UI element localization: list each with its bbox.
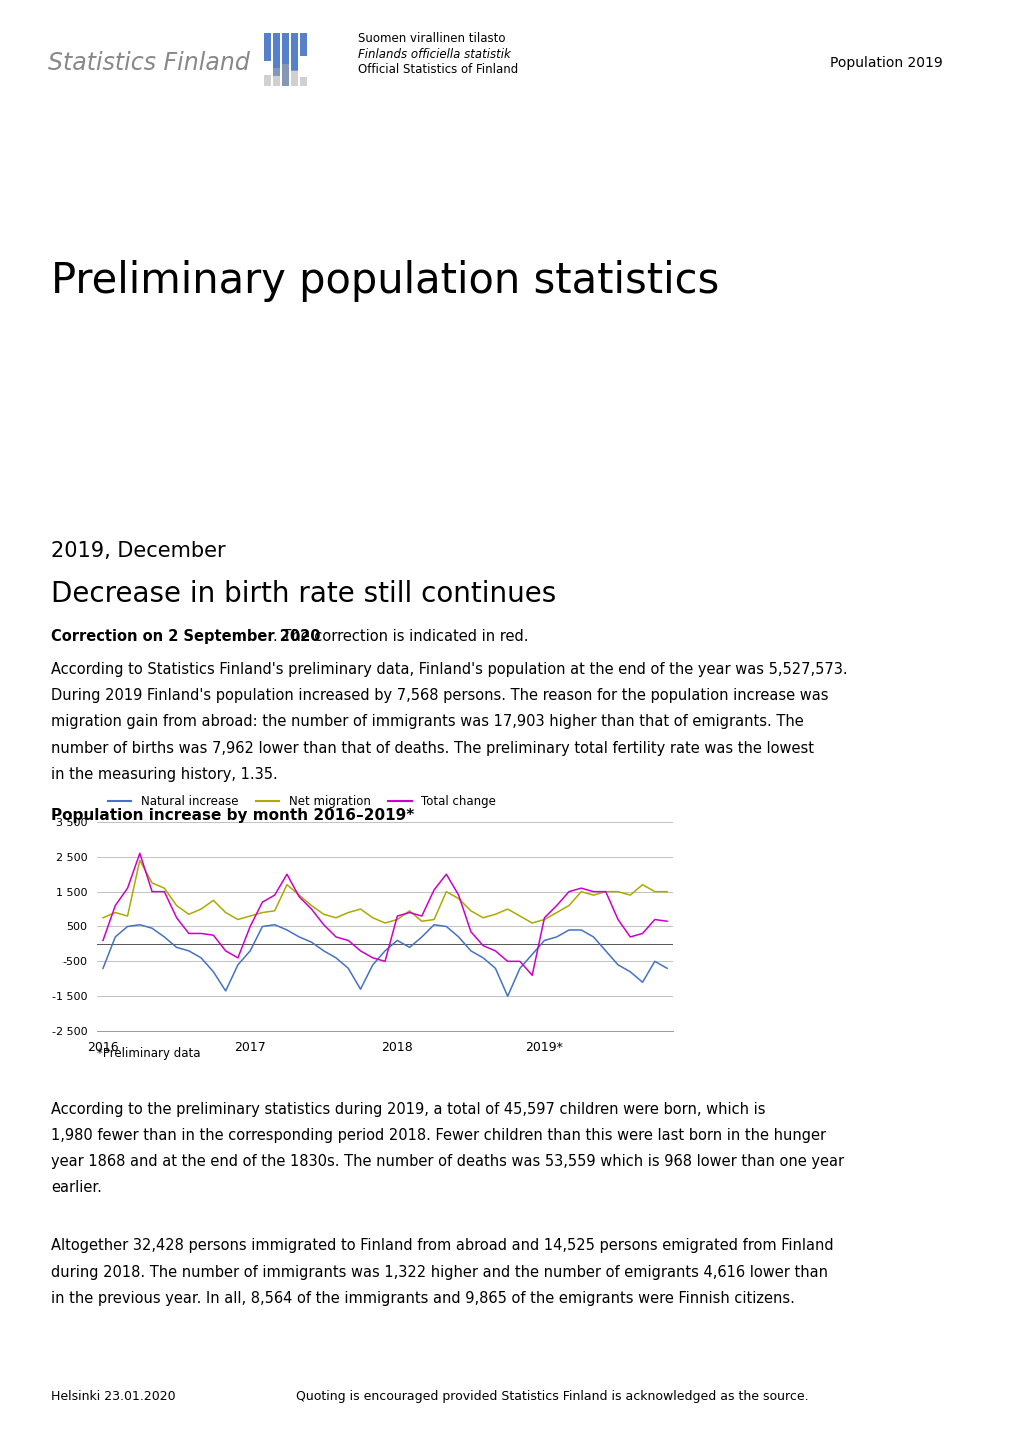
Bar: [282, 33, 289, 87]
Text: Altogether 32,428 persons immigrated to Finland from abroad and 14,525 persons e: Altogether 32,428 persons immigrated to …: [51, 1239, 833, 1253]
Text: *Preliminary data: *Preliminary data: [97, 1047, 200, 1060]
Text: earlier.: earlier.: [51, 1181, 102, 1195]
Bar: [282, 65, 289, 87]
Text: Suomen virallinen tilasto: Suomen virallinen tilasto: [358, 32, 505, 45]
Bar: [273, 68, 280, 87]
Text: During 2019 Finland's population increased by 7,568 persons. The reason for the : During 2019 Finland's population increas…: [51, 688, 827, 704]
Text: 2019, December: 2019, December: [51, 541, 225, 561]
Bar: [301, 76, 307, 87]
Text: in the measuring history, 1.35.: in the measuring history, 1.35.: [51, 767, 277, 782]
Text: Statistics Finland: Statistics Finland: [48, 52, 250, 75]
Text: number of births was 7,962 lower than that of deaths. The preliminary total fert: number of births was 7,962 lower than th…: [51, 741, 813, 756]
Text: Official Statistics of Finland: Official Statistics of Finland: [358, 63, 518, 76]
Text: Finlands officiella statistik: Finlands officiella statistik: [358, 48, 511, 61]
Text: migration gain from abroad: the number of immigrants was 17,903 higher than that: migration gain from abroad: the number o…: [51, 714, 803, 730]
Text: Helsinki 23.01.2020: Helsinki 23.01.2020: [51, 1390, 175, 1403]
Text: Population increase by month 2016–2019*: Population increase by month 2016–2019*: [51, 808, 414, 822]
Text: Decrease in birth rate still continues: Decrease in birth rate still continues: [51, 580, 555, 607]
Text: 1,980 fewer than in the corresponding period 2018. Fewer children than this were: 1,980 fewer than in the corresponding pe…: [51, 1128, 825, 1144]
Text: Population 2019: Population 2019: [829, 56, 942, 71]
Text: According to Statistics Finland's preliminary data, Finland's population at the : According to Statistics Finland's prelim…: [51, 662, 847, 676]
Text: According to the preliminary statistics during 2019, a total of 45,597 children : According to the preliminary statistics …: [51, 1102, 764, 1116]
Bar: [264, 75, 271, 87]
Text: in the previous year. In all, 8,564 of the immigrants and 9,865 of the emigrants: in the previous year. In all, 8,564 of t…: [51, 1291, 794, 1306]
Text: year 1868 and at the end of the 1830s. The number of deaths was 53,559 which is : year 1868 and at the end of the 1830s. T…: [51, 1154, 844, 1169]
Text: during 2018. The number of immigrants was 1,322 higher and the number of emigran: during 2018. The number of immigrants wa…: [51, 1265, 827, 1279]
Bar: [301, 33, 307, 56]
Bar: [291, 71, 299, 87]
Text: . The correction is indicated in red.: . The correction is indicated in red.: [273, 629, 528, 643]
Bar: [273, 33, 280, 75]
Text: Preliminary population statistics: Preliminary population statistics: [51, 260, 718, 301]
Bar: [291, 33, 299, 72]
Bar: [264, 33, 271, 61]
Text: Quoting is encouraged provided Statistics Finland is acknowledged as the source.: Quoting is encouraged provided Statistic…: [296, 1390, 808, 1403]
Legend: Natural increase, Net migration, Total change: Natural increase, Net migration, Total c…: [103, 790, 500, 813]
Text: Correction on 2 September 2020: Correction on 2 September 2020: [51, 629, 320, 643]
